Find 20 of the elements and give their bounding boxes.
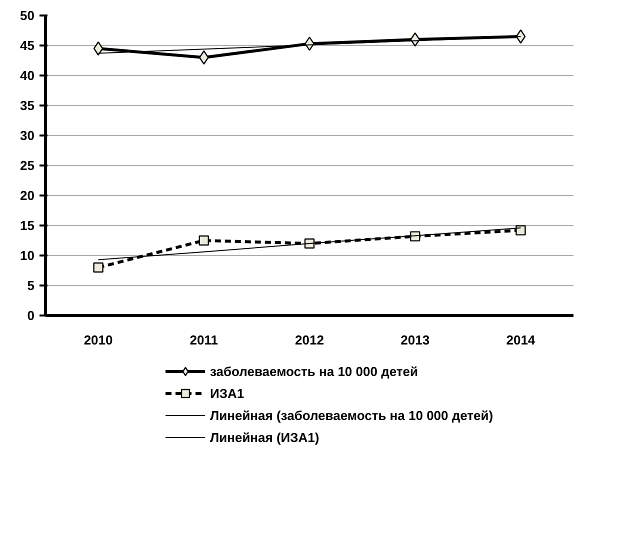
y-tick-label: 30 [20,128,35,143]
y-tick-label: 45 [20,38,35,53]
y-tick-label: 35 [20,98,35,113]
y-tick-label: 25 [20,158,35,173]
x-tick-label: 2011 [190,332,218,348]
x-tick-label: 2014 [506,332,536,348]
legend-label: Линейная (ИЗА1) [210,428,320,446]
x-tick-label: 2012 [295,332,324,348]
x-tick-label: 2010 [84,332,113,348]
legend-label: заболеваемость на 10 000 детей [210,362,418,380]
y-tick-label: 0 [27,308,35,323]
legend-label: Линейная (заболеваемость на 10 000 детей) [210,406,494,424]
x-tick-label: 2013 [400,332,430,348]
y-tick-label: 5 [27,278,35,293]
legend-label: ИЗА1 [210,384,244,402]
y-tick-label: 50 [20,8,35,23]
y-tick-label: 10 [20,248,35,263]
y-tick-label: 20 [20,188,35,203]
y-tick-label: 15 [20,218,35,233]
y-tick-label: 40 [20,68,35,83]
